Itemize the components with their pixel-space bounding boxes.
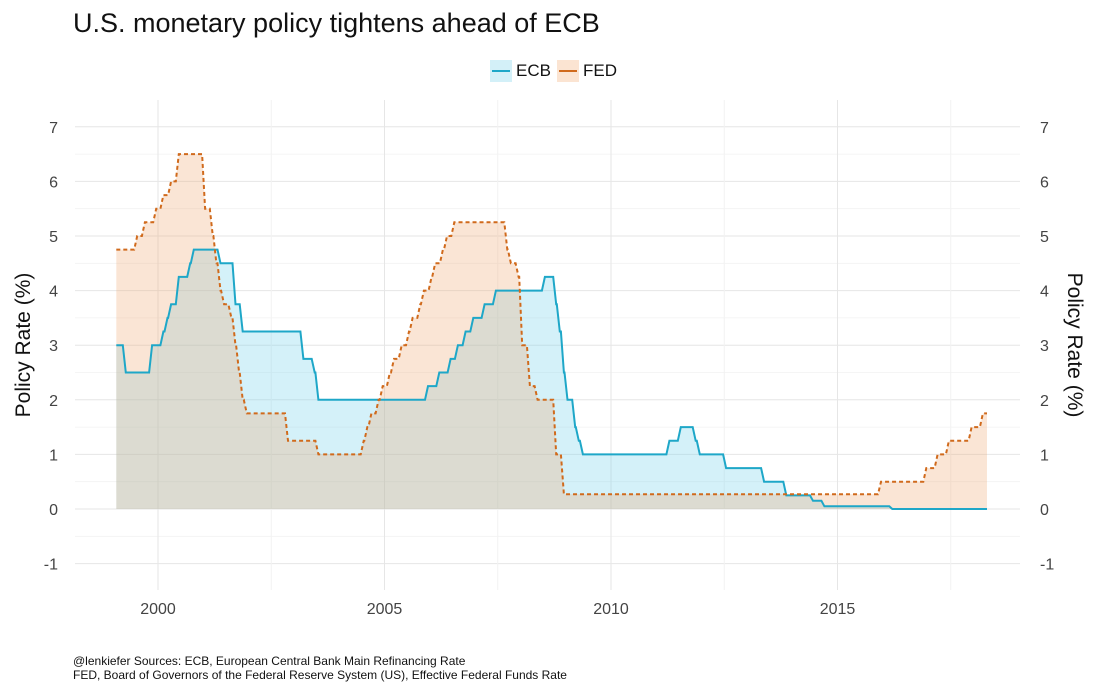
caption: @lenkiefer Sources: ECB, European Centra… — [73, 654, 567, 682]
chart-title: U.S. monetary policy tightens ahead of E… — [73, 8, 600, 38]
legend-label-fed: FED — [582, 61, 617, 80]
y-tick-label-left: 7 — [49, 120, 58, 137]
legend-key-ecb — [490, 60, 512, 82]
y-tick-label-left: 2 — [49, 393, 58, 410]
legend: ECB FED — [490, 60, 623, 82]
y-tick-label-right: 3 — [1040, 338, 1049, 355]
x-tick-label: 2000 — [140, 601, 176, 618]
y-tick-label-left: 3 — [49, 338, 58, 355]
y-tick-label-right: 2 — [1040, 393, 1049, 410]
y-tick-label-left: -1 — [44, 557, 58, 574]
y-tick-label-right: 6 — [1040, 174, 1049, 191]
line-ecb — [116, 248, 987, 510]
caption-line-1: @lenkiefer Sources: ECB, European Centra… — [73, 654, 466, 668]
legend-key-fed — [556, 60, 579, 82]
caption-line-2: FED, Board of Governors of the Federal R… — [73, 668, 567, 682]
y-tick-label-right: 1 — [1040, 447, 1049, 464]
y-tick-label-left: 0 — [49, 502, 58, 519]
x-tick-label: 2005 — [367, 601, 403, 618]
legend-label-ecb: ECB — [516, 61, 551, 80]
y-tick-label-right: 5 — [1040, 229, 1049, 246]
x-tick-label: 2010 — [593, 601, 629, 618]
y-tick-label-left: 5 — [49, 229, 58, 246]
y-tick-label-right: 4 — [1040, 284, 1049, 301]
y-axis-title-left: Policy Rate (%) — [12, 273, 35, 418]
area-ecb — [116, 249, 988, 509]
x-tick-label: 2015 — [820, 601, 856, 618]
line-fed — [116, 153, 987, 496]
area-fed — [116, 154, 988, 509]
y-tick-label-right: 7 — [1040, 120, 1049, 137]
y-axis-title-right: Policy Rate (%) — [1063, 273, 1086, 418]
y-tick-label-right: 0 — [1040, 502, 1049, 519]
y-tick-label-right: -1 — [1040, 557, 1054, 574]
y-tick-label-left: 1 — [49, 447, 58, 464]
y-tick-label-left: 6 — [49, 174, 58, 191]
y-tick-label-left: 4 — [49, 284, 58, 301]
